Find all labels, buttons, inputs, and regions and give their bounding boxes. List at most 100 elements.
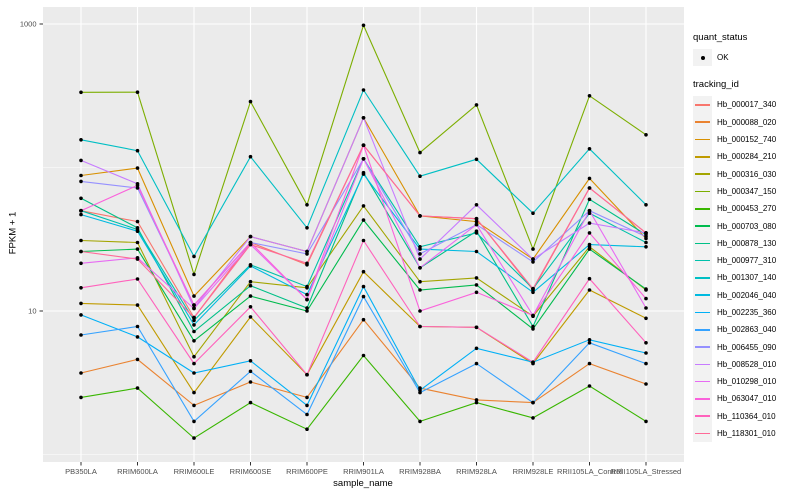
data-point (531, 313, 535, 318)
legend-line-icon (695, 225, 710, 227)
data-point (361, 23, 366, 28)
data-point (305, 412, 309, 417)
legend-item-label: Hb_002046_040 (717, 290, 777, 300)
data-point (248, 279, 253, 284)
x-tick-label: RRIM928LA (456, 467, 497, 476)
data-point (305, 309, 309, 313)
data-point (587, 147, 592, 151)
legend-key-swatch (693, 96, 712, 114)
data-point (192, 306, 196, 311)
data-point (474, 219, 479, 224)
data-point (305, 372, 309, 377)
axis-ticks (39, 23, 647, 466)
data-point (305, 203, 309, 207)
data-point (474, 400, 479, 405)
x-axis-title: sample_name (333, 478, 393, 489)
legend-line-icon (695, 363, 710, 366)
legend-key-swatch (693, 321, 712, 339)
legend-key-swatch (693, 407, 712, 425)
data-point (644, 231, 648, 235)
legend-line-icon (695, 242, 710, 245)
x-tick-label: RRIM600LE (174, 467, 215, 476)
data-point (192, 272, 196, 277)
data-point (192, 339, 196, 343)
data-point (474, 283, 479, 287)
data-point (587, 176, 592, 181)
data-point (135, 257, 140, 261)
data-point (192, 436, 196, 440)
data-point (248, 283, 253, 288)
data-point (361, 116, 366, 120)
point-icon (700, 55, 705, 60)
data-point (248, 154, 253, 159)
legend-key-swatch (693, 148, 712, 166)
data-point (531, 257, 535, 261)
data-point (192, 318, 196, 323)
x-tick-label: RRIM928LE (513, 467, 554, 476)
data-point (361, 269, 366, 274)
data-point (305, 427, 309, 432)
legend-item: Hb_000017_340 (693, 96, 799, 114)
data-point (474, 398, 479, 402)
data-point (474, 276, 479, 280)
data-point (587, 247, 592, 251)
data-point (361, 317, 366, 322)
legend-key-swatch (693, 130, 712, 149)
x-tick-label: RRIM600PE (286, 467, 328, 476)
data-point (248, 294, 253, 298)
legend-item: Hb_000088_020 (693, 113, 799, 131)
legend-key-swatch (693, 251, 712, 270)
data-point (644, 240, 648, 245)
data-point (361, 88, 366, 92)
legend-item-label: Hb_000017_340 (717, 100, 777, 110)
data-point (135, 219, 140, 224)
legend: quant_status OK tracking_id Hb_000017_34… (693, 32, 799, 443)
x-tick-label: PB350LA (65, 467, 97, 476)
data-point (474, 325, 479, 330)
legend-key-swatch (693, 200, 712, 218)
legend-line-icon (695, 432, 710, 435)
legend-item: Hb_118301_010 (693, 424, 799, 443)
data-point (135, 183, 140, 188)
data-point (135, 229, 140, 233)
data-point (79, 313, 83, 317)
data-point (418, 266, 422, 270)
data-point (474, 346, 479, 351)
data-point (305, 395, 309, 400)
legend-item-label: Hb_110364_010 (717, 411, 776, 421)
data-point (587, 338, 592, 342)
data-point (361, 143, 366, 147)
data-point (474, 361, 479, 366)
data-point (135, 324, 140, 329)
data-point (79, 261, 83, 266)
legend-item: Hb_063047_010 (693, 390, 799, 408)
data-point (248, 234, 253, 239)
legend-line-icon (695, 415, 710, 418)
data-point (79, 208, 83, 213)
data-point (587, 384, 592, 388)
x-tick-label: RRIM600LA (117, 467, 158, 476)
legend-item-label: Hb_000152_740 (717, 135, 777, 145)
data-point (192, 294, 196, 298)
data-point (587, 231, 592, 235)
legend-key-swatch (693, 424, 712, 443)
legend-item-label: Hb_000284_210 (717, 152, 777, 162)
data-point (474, 157, 479, 162)
legend-line-icon (695, 190, 710, 193)
data-point (587, 242, 592, 247)
legend-key-swatch (693, 217, 712, 235)
data-point (135, 386, 140, 390)
legend-key-swatch (693, 390, 712, 408)
data-point (418, 174, 422, 178)
data-point (531, 360, 535, 365)
legend-item-label: Hb_006455_090 (717, 342, 777, 352)
legend-line-icon (695, 138, 710, 141)
data-point (418, 150, 422, 155)
data-point (474, 103, 479, 107)
legend-item-label: Hb_000453_270 (717, 204, 777, 214)
data-point (474, 203, 479, 207)
data-point (418, 390, 422, 395)
data-point (418, 257, 422, 261)
legend-item: Hb_000453_270 (693, 200, 799, 218)
